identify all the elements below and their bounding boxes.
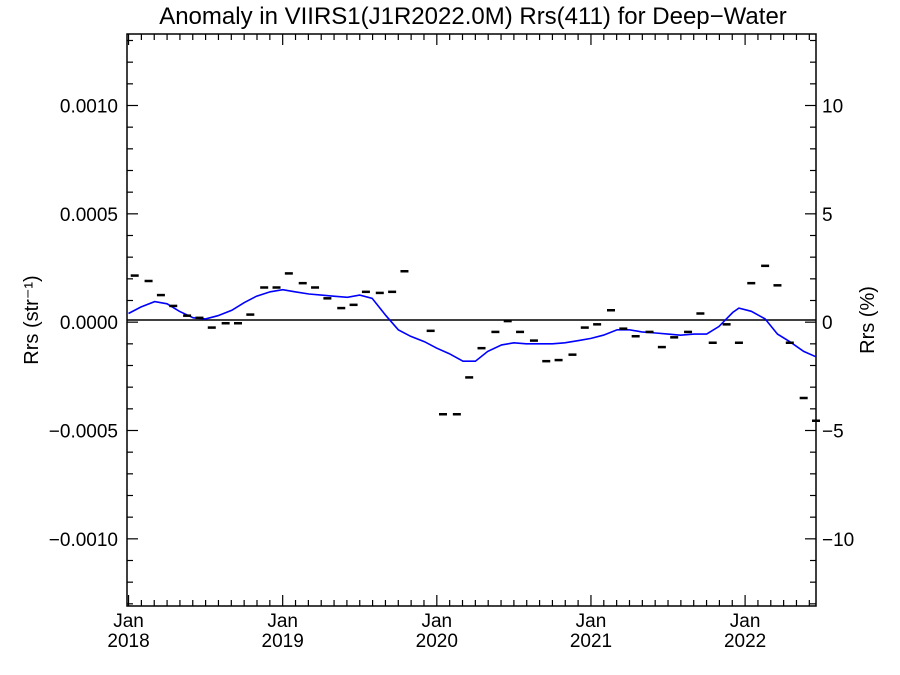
tick-labels: Jan2018Jan2019Jan2020Jan2021Jan20220.001… [49,97,854,653]
y2-tick-label: −10 [822,530,854,551]
x-tick-label-month: Jan [113,611,144,632]
x-tick-label-year: 2021 [570,631,612,652]
y-axis-label-left: Rrs (str⁻¹) [21,275,43,364]
y2-tick-label: −5 [822,422,844,443]
marker-series-layer [130,264,820,422]
y-axis-label-right: Rrs (%) [857,286,879,354]
x-tick-label-month: Jan [421,611,452,632]
x-tick-label-year: 2022 [724,631,766,652]
y-tick-label: 0.0010 [60,97,118,118]
series-line [128,288,817,363]
x-tick-label-year: 2018 [107,631,149,652]
y-tick-label: −0.0010 [49,530,118,551]
blue-series-layer [128,288,817,363]
x-tick-label-month: Jan [267,611,298,632]
y-tick-label: 0.0000 [60,313,118,334]
x-tick-label-year: 2020 [416,631,458,652]
x-tick-label-year: 2019 [262,631,304,652]
tick-marks [127,34,816,606]
x-tick-label-month: Jan [730,611,761,632]
y-tick-label: −0.0005 [49,422,118,443]
y2-tick-label: 10 [822,97,843,118]
chart-title: Anomaly in VIIRS1(J1R2022.0M) Rrs(411) f… [159,3,787,30]
x-tick-label-month: Jan [576,611,607,632]
y2-tick-label: 5 [822,205,833,226]
y-tick-label: 0.0005 [60,205,118,226]
y2-tick-label: 0 [822,313,833,334]
